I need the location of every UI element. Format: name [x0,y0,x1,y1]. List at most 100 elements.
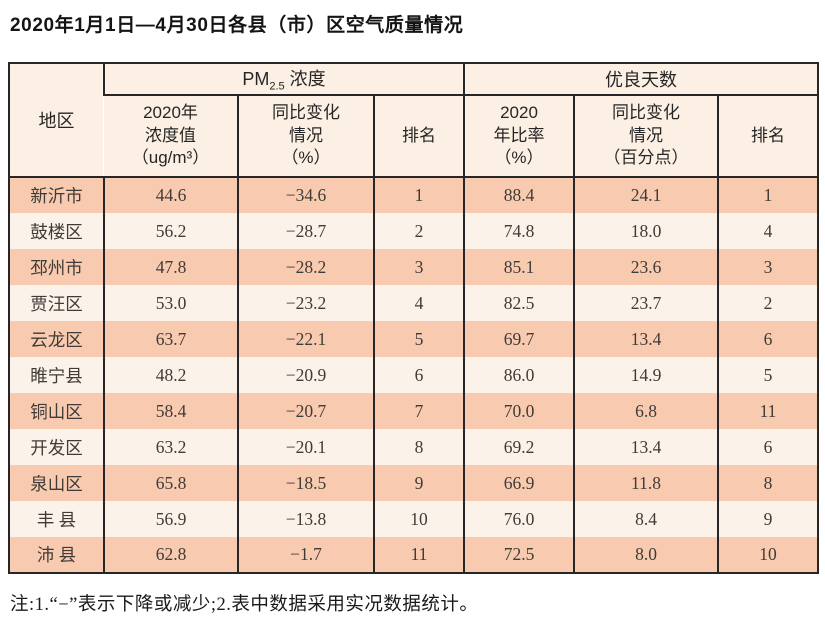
column-header-region: 地区 [9,63,104,177]
cell-region: 新沂市 [9,176,104,213]
table-body: 新沂市 44.6 −34.6 1 88.4 24.1 1 鼓楼区 56.2 −2… [9,176,819,573]
cell-pm-change: −20.1 [237,429,374,465]
cell-pm-change: −1.7 [237,537,374,573]
cell-pm-value: 56.2 [103,213,238,249]
table-row: 邳州市 47.8 −28.2 3 85.1 23.6 3 [9,249,819,285]
table-row: 贾汪区 53.0 −23.2 4 82.5 23.7 2 [9,285,819,321]
cell-region: 丰 县 [36,509,77,530]
cell-region: 开发区 [30,437,83,458]
cell-pm-change: −34.6 [237,176,374,213]
table-header: 地区 PM2.5 浓度 优良天数 2020年 浓度值 （ug/m³） 同比变化 … [9,63,819,177]
cell-good-rank: 9 [716,501,819,537]
cell-pm-rank: 6 [373,357,464,393]
cell-region: 沛 县 [36,545,77,565]
cell-pm-value: 47.8 [103,249,238,285]
cell-pm-value: 44.6 [103,176,238,213]
cell-pm-rank: 2 [373,213,464,249]
cell-good-rank: 10 [716,537,819,573]
page-title: 2020年1月1日—4月30日各县（市）区空气质量情况 [10,15,464,36]
cell-good-rank: 1 [716,176,819,213]
cell-good-rank: 5 [716,357,819,393]
cell-good-change: 11.8 [573,465,718,501]
table-row: 鼓楼区 56.2 −28.7 2 74.8 18.0 4 [9,213,819,249]
cell-good-change: 6.8 [573,393,718,429]
cell-good-rank: 8 [716,465,819,501]
cell-pm-rank: 11 [373,537,464,573]
cell-good-change: 23.6 [573,249,718,285]
table-row: 铜山区 58.4 −20.7 7 70.0 6.8 11 [9,393,819,429]
column-header-good-ratio: 2020 年比率 （%） [463,95,574,177]
table-row: 泉山区 65.8 −18.5 9 66.9 11.8 8 [9,465,819,501]
group-header-pm25: PM2.5 浓度 [103,63,464,96]
column-header-pm-value: 2020年 浓度值 （ug/m³） [104,95,238,177]
cell-pm-value: 63.7 [103,321,238,357]
cell-good-change: 18.0 [573,213,718,249]
table-row: 丰 县 56.9 −13.8 10 76.0 8.4 9 [9,501,819,537]
header-group-row: 地区 PM2.5 浓度 优良天数 [9,63,819,177]
table-row: 开发区 63.2 −20.1 8 69.2 13.4 6 [9,429,819,465]
group-header-good-days: 优良天数 [462,63,819,96]
cell-good-ratio: 74.8 [463,213,574,249]
cell-good-ratio: 82.5 [463,285,574,321]
cell-good-change: 13.4 [573,321,718,357]
pm25-label-subscript: 2.5 [269,80,285,93]
cell-region: 云龙区 [30,329,83,350]
cell-region: 铜山区 [30,401,83,422]
column-header-pm-change: 同比变化 情况 （%） [237,95,374,177]
cell-good-change: 13.4 [573,429,718,465]
cell-good-ratio: 88.4 [463,176,574,213]
table-row: 新沂市 44.6 −34.6 1 88.4 24.1 1 [9,176,819,213]
cell-pm-rank: 4 [373,285,464,321]
cell-good-change: 24.1 [573,176,718,213]
cell-good-change: 8.0 [573,537,718,573]
cell-good-change: 14.9 [573,357,718,393]
cell-region: 邳州市 [30,257,83,278]
cell-pm-value: 56.9 [103,501,238,537]
cell-pm-value: 53.0 [103,285,238,321]
cell-pm-rank: 5 [373,321,464,357]
table-row: 睢宁县 48.2 −20.9 6 86.0 14.9 5 [9,357,819,393]
table-row: 云龙区 63.7 −22.1 5 69.7 13.4 6 [9,321,819,357]
cell-pm-value: 62.8 [103,537,238,573]
cell-pm-change: −28.2 [237,249,374,285]
cell-region: 鼓楼区 [30,221,83,242]
cell-good-rank: 6 [716,429,819,465]
cell-good-ratio: 86.0 [463,357,574,393]
cell-pm-change: −28.7 [237,213,374,249]
footnote: 注:1.“−”表示下降或减少;2.表中数据采用实况数据统计。 [10,595,479,615]
cell-pm-rank: 8 [373,429,464,465]
cell-good-rank: 2 [716,285,819,321]
cell-pm-rank: 9 [373,465,464,501]
cell-region: 泉山区 [30,473,83,494]
cell-pm-rank: 7 [373,393,464,429]
cell-good-rank: 3 [716,249,819,285]
cell-good-ratio: 70.0 [463,393,574,429]
column-header-good-change: 同比变化 情况 （百分点） [573,95,718,177]
cell-region: 睢宁县 [30,365,83,386]
header-sub-row: 2020年 浓度值 （ug/m³） 同比变化 情况 （%） 排名 2020 年比… [9,95,819,177]
cell-good-rank: 4 [716,213,819,249]
cell-good-ratio: 69.2 [463,429,574,465]
cell-good-ratio: 72.5 [463,537,574,573]
cell-pm-rank: 1 [373,176,464,213]
pm25-label-suffix: 浓度 [284,69,326,90]
cell-pm-value: 63.2 [103,429,238,465]
cell-pm-change: −22.1 [237,321,374,357]
cell-pm-value: 48.2 [103,357,238,393]
cell-pm-value: 65.8 [103,465,238,501]
cell-pm-change: −20.9 [237,357,374,393]
cell-good-change: 23.7 [573,285,718,321]
cell-good-rank: 6 [716,321,819,357]
cell-good-change: 8.4 [573,501,718,537]
cell-pm-change: −23.2 [237,285,374,321]
pm25-label-prefix: PM [242,69,270,90]
cell-good-ratio: 66.9 [463,465,574,501]
cell-pm-change: −18.5 [237,465,374,501]
cell-good-rank: 11 [716,393,819,429]
column-header-pm-rank: 排名 [373,95,464,177]
cell-good-ratio: 76.0 [463,501,574,537]
cell-pm-rank: 10 [373,501,464,537]
cell-good-ratio: 85.1 [463,249,574,285]
table-row: 沛 县 62.8 −1.7 11 72.5 8.0 10 [9,537,819,573]
